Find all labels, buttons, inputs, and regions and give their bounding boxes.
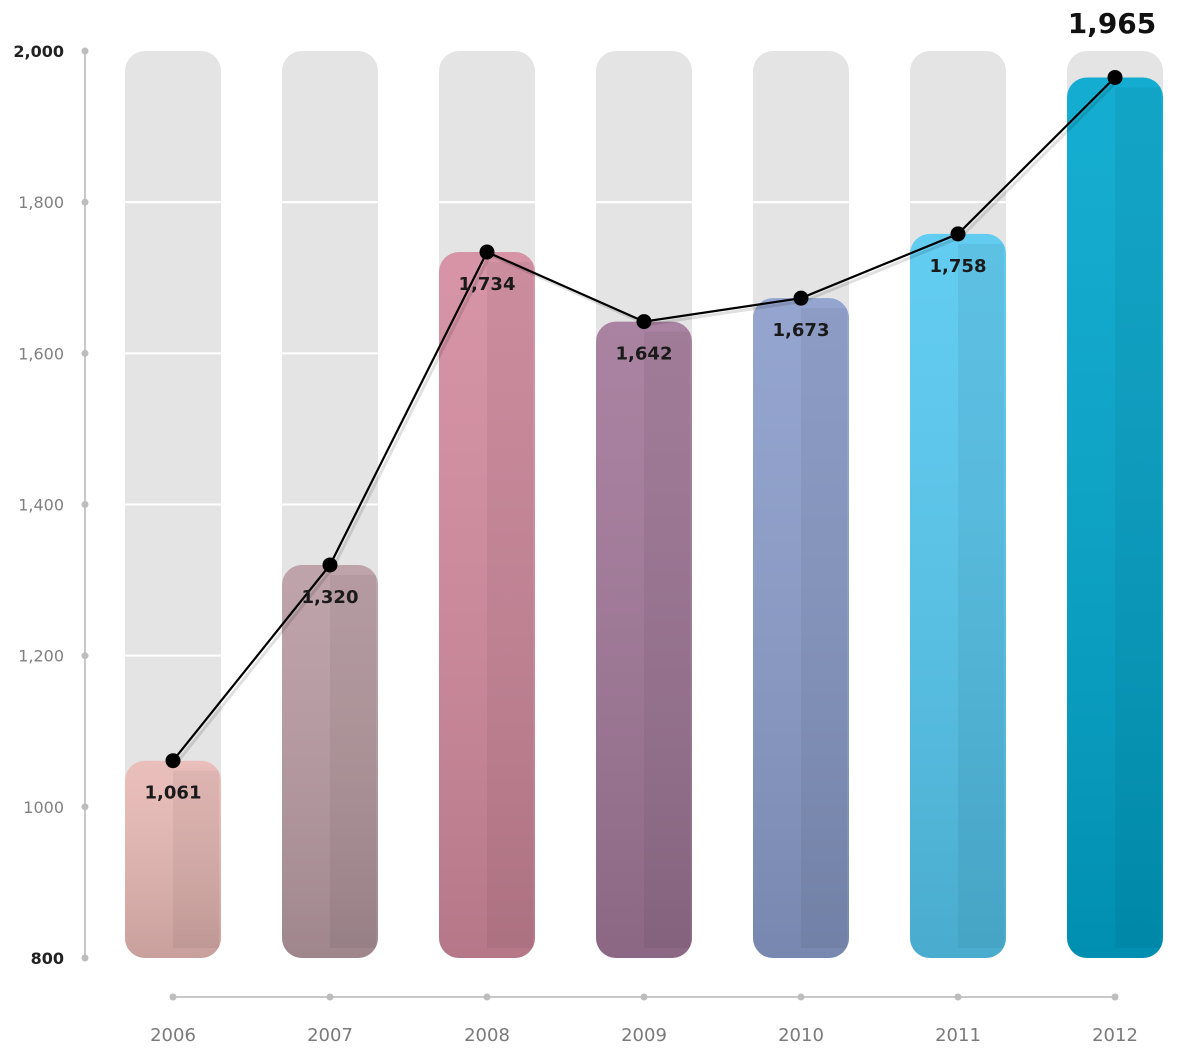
bar-shade-2011 — [910, 233, 1006, 958]
bar-shade-2010 — [753, 298, 849, 959]
bar-facet-2007 — [330, 574, 376, 948]
x-tick-dot-2012 — [1111, 993, 1119, 1001]
x-tick-label: 2010 — [778, 1025, 824, 1046]
trend-line — [165, 69, 1123, 769]
data-point-2006 — [165, 753, 181, 769]
x-tick-dot-2010 — [797, 993, 805, 1001]
value-label-2006: 1,061 — [145, 783, 202, 804]
x-tick-label: 2012 — [1092, 1025, 1138, 1046]
y-tick-dot-1400 — [81, 501, 89, 508]
bar-facet-2011 — [958, 243, 1004, 948]
x-tick-label: 2007 — [307, 1025, 353, 1046]
y-tick-label: 1,800 — [18, 193, 64, 212]
data-point-2010 — [793, 290, 809, 306]
bar-facet-2008 — [487, 262, 533, 949]
x-tick-label: 2011 — [935, 1025, 981, 1046]
value-label-2010: 1,673 — [773, 320, 830, 341]
x-tick-dot-2007 — [326, 993, 334, 1001]
y-tick-dot-1800 — [81, 198, 89, 206]
value-label-2011: 1,758 — [930, 256, 987, 277]
axes: 800 1000 1,200 1,400 1,600 1,800 2,000 2006 2007… — [13, 42, 1138, 1046]
value-label-2008: 1,734 — [459, 274, 516, 295]
bar-shade-2008 — [439, 252, 535, 959]
data-point-2011 — [950, 226, 966, 242]
y-tick-label: 1,200 — [18, 647, 64, 666]
y-tick-label: 800 — [31, 949, 64, 968]
y-tick-label: 1,400 — [18, 496, 64, 515]
y-tick-label: 2,000 — [13, 42, 64, 61]
value-label-2012: 1,965 — [1068, 7, 1157, 40]
bar-facet-2006 — [173, 770, 219, 948]
data-point-2007 — [322, 557, 338, 573]
data-point-2009 — [636, 314, 652, 330]
data-labels: 1,061 1,320 1,734 1,642 1,673 1,758 1,965 — [145, 7, 1157, 804]
value-label-2007: 1,320 — [302, 587, 359, 608]
value-label-2009: 1,642 — [616, 344, 673, 365]
bar-facet-2012 — [1115, 87, 1161, 949]
x-tick-label: 2009 — [621, 1025, 667, 1046]
x-tick-dot-2011 — [954, 993, 962, 1001]
bar-facet-2010 — [801, 308, 847, 949]
bar-shade-2006 — [125, 760, 221, 958]
x-tick-dot-2009 — [640, 993, 648, 1001]
x-tick-label: 2008 — [464, 1025, 510, 1046]
bar-shade-2007 — [282, 564, 378, 958]
bar-facet-2009 — [644, 331, 690, 948]
y-tick-dot-800 — [81, 954, 89, 962]
data-point-2008 — [479, 244, 495, 260]
data-point-2012 — [1107, 69, 1123, 85]
x-tick-dot-2006 — [169, 993, 177, 1001]
x-tick-label: 2006 — [150, 1025, 196, 1046]
bar-shade-2012 — [1067, 77, 1163, 959]
y-tick-dot-1000 — [81, 803, 89, 811]
y-tick-label: 1000 — [23, 798, 64, 817]
y-tick-dot-2000 — [81, 47, 89, 55]
bar-shade-2009 — [596, 321, 692, 958]
y-tick-dot-1200 — [81, 652, 89, 660]
y-tick-dot-1600 — [81, 349, 89, 357]
x-tick-dot-2008 — [483, 993, 491, 1001]
bars — [125, 77, 1163, 959]
y-tick-label: 1,600 — [18, 344, 64, 363]
